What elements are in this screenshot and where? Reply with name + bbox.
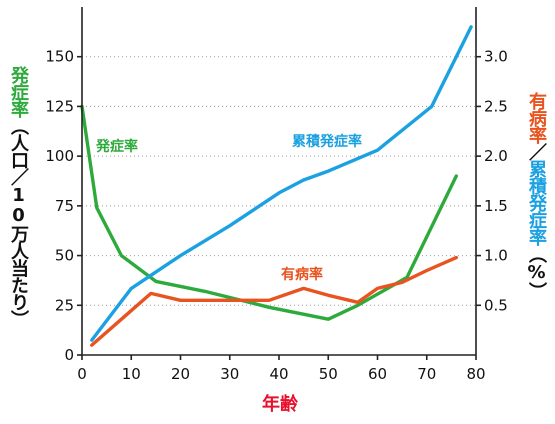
series-line-有病率 xyxy=(90,255,458,347)
x-tick-label: 30 xyxy=(220,365,239,383)
right-axis-label: 有病率／累積発症率（%） xyxy=(524,92,548,299)
left-tick-label: 100 xyxy=(45,147,74,165)
series-label: 累積発症率 xyxy=(292,133,362,150)
series-line-累積発症率 xyxy=(90,25,473,342)
axis-label-part: 有病率 xyxy=(526,92,547,143)
series-label: 発症率 xyxy=(95,138,138,155)
x-tick-label: 40 xyxy=(269,365,288,383)
x-tick-label: 60 xyxy=(368,365,387,383)
right-tick-label: 2.5 xyxy=(484,97,508,115)
x-tick-label: 50 xyxy=(319,365,338,383)
left-tick-label: 25 xyxy=(55,296,74,314)
grid-layer xyxy=(82,56,476,306)
axis-label-part: （人口／10万人当たり） xyxy=(8,117,29,327)
left-tick-label: 125 xyxy=(45,97,74,115)
x-tick-label: 20 xyxy=(171,365,190,383)
x-tick-label: 70 xyxy=(417,365,436,383)
left-tick-label: 0 xyxy=(64,346,74,364)
axis-label-part: 累積発症率 xyxy=(526,160,547,245)
series-layer xyxy=(80,25,473,347)
right-tick-label: 3.0 xyxy=(484,48,508,66)
axis-label-part: （%） xyxy=(526,245,547,299)
right-tick-label: 0.5 xyxy=(484,296,508,314)
x-tick-label: 0 xyxy=(77,365,87,383)
series-line-発症率 xyxy=(80,104,458,321)
axis-label-part: ／ xyxy=(526,143,547,160)
left-tick-label: 150 xyxy=(45,48,74,66)
tick-layer: 0 25 50 75 100 125 150 0.5 1.0 1.5 2.0 2.5 3.0 0 10 20 3… xyxy=(45,48,508,383)
left-axis-label: 発症率（人口／10万人当たり） xyxy=(6,66,30,327)
right-tick-label: 2.0 xyxy=(484,147,508,165)
right-tick-label: 1.5 xyxy=(484,197,508,215)
right-tick-label: 1.0 xyxy=(484,247,508,265)
x-tick-label: 80 xyxy=(466,365,485,383)
series-label: 有病率 xyxy=(281,266,323,283)
x-axis-label: 年齢 xyxy=(262,394,298,415)
axis-layer xyxy=(77,7,481,360)
left-tick-label: 75 xyxy=(55,197,74,215)
left-tick-label: 50 xyxy=(55,247,74,265)
x-tick-label: 10 xyxy=(122,365,141,383)
axis-label-part: 発症率 xyxy=(8,66,29,117)
